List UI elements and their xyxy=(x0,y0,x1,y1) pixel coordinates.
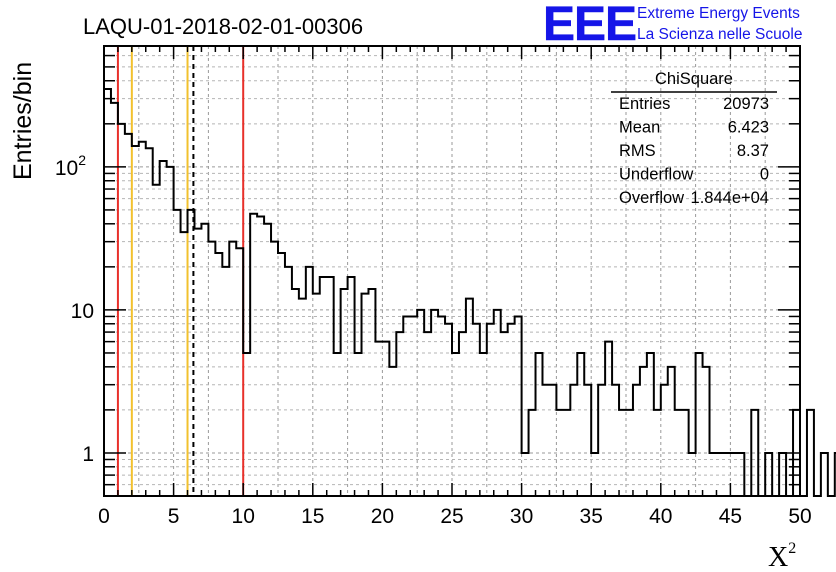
histogram-series xyxy=(104,88,836,497)
x-tick-label: 15 xyxy=(301,505,324,528)
x-tick-label: 35 xyxy=(580,505,603,528)
x-tick-label: 30 xyxy=(510,505,533,528)
x-axis-label-exponent: 2 xyxy=(788,540,796,557)
x-tick-label: 10 xyxy=(232,505,255,528)
logo-line-1: Extreme Energy Events xyxy=(637,5,800,22)
stats-rows: Entries 20973 Mean 6.423 RMS 8.37 Underflow 0 Ov… xyxy=(619,95,769,207)
stats-row-label: Overflow xyxy=(619,189,684,207)
stats-row-value: 1.844e+04 xyxy=(691,189,769,207)
stats-row-value: 20973 xyxy=(723,95,769,113)
stats-row-value: 8.37 xyxy=(737,142,769,160)
chart-title: LAQU-01-2018-02-01-00306 xyxy=(83,14,363,39)
x-tick-label: 45 xyxy=(719,505,742,528)
y-tick-label-base: 1 xyxy=(82,443,94,466)
axis-ticks xyxy=(103,45,801,497)
y-tick-label: 102 xyxy=(55,152,86,180)
logo-line-2: La Scienza nelle Scuole xyxy=(637,26,802,43)
stats-row-value: 0 xyxy=(760,166,769,184)
stats-row-value: 6.423 xyxy=(728,119,769,137)
x-axis-label-base: X xyxy=(768,542,788,572)
stats-box: ChiSquare Entries 20973 Mean 6.423 RMS 8.37 Un… xyxy=(611,70,777,207)
reference-lines xyxy=(116,46,245,496)
y-tick-label-base: 10 xyxy=(55,157,78,180)
x-axis-label: X2 xyxy=(768,540,796,572)
x-tick-label: 40 xyxy=(649,505,672,528)
x-tick-label: 20 xyxy=(371,505,394,528)
y-axis-label: Entries/bin xyxy=(9,62,37,180)
y-tick-label: 10 xyxy=(71,300,94,323)
eee-logo: EEE Extreme Energy Events La Scienza nel… xyxy=(543,0,803,51)
x-tick-label: 5 xyxy=(168,505,180,528)
stats-row-label: Underflow xyxy=(619,166,693,184)
x-tick-label: 0 xyxy=(98,505,110,528)
stats-row-label: Entries xyxy=(619,95,670,113)
x-tick-label: 25 xyxy=(440,505,463,528)
logo-mark: EEE xyxy=(543,0,636,51)
y-tick-label: 1 xyxy=(82,443,94,466)
x-tick-labels: 0 5 10 15 20 25 30 35 40 45 50 xyxy=(98,505,812,528)
stats-row-label: RMS xyxy=(619,142,656,160)
stats-row-label: Mean xyxy=(619,119,660,137)
x-tick-label: 50 xyxy=(788,505,811,528)
stats-title: ChiSquare xyxy=(655,70,733,88)
y-tick-label-exponent: 2 xyxy=(78,152,86,168)
y-tick-label-base: 10 xyxy=(71,300,94,323)
